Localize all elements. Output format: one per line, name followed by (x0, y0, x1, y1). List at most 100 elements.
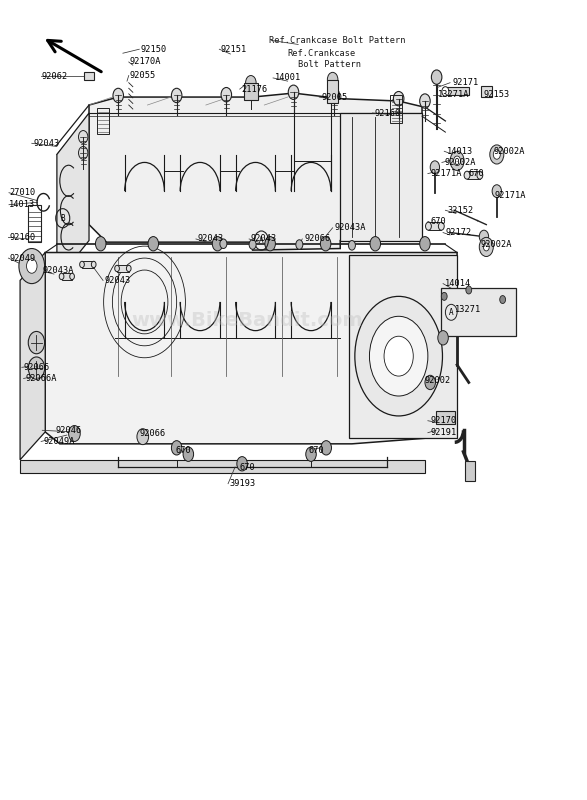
Circle shape (245, 75, 256, 90)
Circle shape (425, 375, 436, 390)
Circle shape (70, 274, 75, 280)
Bar (465, 462, 475, 482)
Circle shape (442, 86, 449, 96)
Circle shape (19, 249, 45, 284)
Polygon shape (441, 288, 515, 336)
Circle shape (296, 240, 303, 250)
Text: 92002A: 92002A (480, 240, 512, 249)
Text: 92066: 92066 (23, 363, 49, 372)
Text: 92043A: 92043A (42, 266, 74, 275)
Text: 39193: 39193 (230, 479, 255, 488)
Circle shape (212, 237, 223, 251)
Circle shape (80, 262, 85, 268)
Text: 670: 670 (469, 169, 484, 178)
Text: 92151: 92151 (221, 45, 247, 54)
Text: Ref.Crankcase Bolt Pattern: Ref.Crankcase Bolt Pattern (269, 36, 406, 45)
Circle shape (493, 150, 500, 159)
Text: 14014: 14014 (445, 279, 471, 288)
Text: A: A (449, 308, 454, 317)
Circle shape (126, 266, 131, 272)
Text: B: B (60, 214, 65, 222)
Text: 92066: 92066 (139, 429, 166, 438)
Bar (28, 206, 41, 242)
Text: 92043: 92043 (251, 234, 277, 243)
Circle shape (329, 88, 340, 102)
Text: 92005: 92005 (322, 93, 348, 102)
Circle shape (420, 94, 430, 108)
Text: 13271A: 13271A (438, 90, 470, 99)
Circle shape (450, 151, 464, 170)
Text: 92191: 92191 (430, 428, 457, 437)
Circle shape (220, 239, 227, 249)
Bar (436, 411, 455, 424)
Circle shape (79, 146, 88, 159)
Text: 92066A: 92066A (26, 374, 58, 383)
Circle shape (137, 429, 149, 445)
Text: 92172: 92172 (446, 228, 471, 237)
Polygon shape (20, 253, 45, 460)
Text: 92170: 92170 (430, 416, 457, 426)
Circle shape (28, 331, 45, 354)
Text: 92171: 92171 (453, 78, 478, 87)
Bar (85, 72, 94, 80)
Circle shape (328, 72, 338, 86)
Circle shape (438, 330, 448, 345)
Circle shape (321, 441, 332, 455)
Text: 13271: 13271 (456, 305, 481, 314)
Circle shape (92, 262, 96, 268)
Circle shape (466, 286, 472, 294)
Circle shape (441, 292, 447, 300)
Polygon shape (89, 93, 422, 250)
Circle shape (114, 266, 119, 272)
Text: 670: 670 (309, 446, 325, 454)
Circle shape (69, 426, 80, 442)
Circle shape (369, 316, 428, 396)
Text: A: A (259, 236, 264, 245)
Text: 14013: 14013 (447, 146, 473, 156)
Polygon shape (45, 253, 457, 444)
Circle shape (483, 243, 489, 251)
Circle shape (96, 237, 106, 251)
Polygon shape (20, 460, 425, 474)
Bar (62, 274, 72, 280)
Text: 92160: 92160 (374, 109, 400, 118)
Text: 92046: 92046 (55, 426, 82, 434)
Text: 670: 670 (176, 446, 191, 454)
Circle shape (370, 237, 380, 251)
Text: 14013: 14013 (9, 200, 35, 209)
Bar (328, 80, 338, 102)
Circle shape (479, 238, 493, 257)
Circle shape (171, 88, 182, 102)
Text: 92043: 92043 (33, 138, 60, 148)
Bar (390, 95, 402, 122)
Text: 92049A: 92049A (43, 437, 75, 446)
Text: 92002A: 92002A (493, 146, 525, 156)
Circle shape (237, 457, 247, 471)
Circle shape (490, 145, 504, 164)
Circle shape (183, 447, 194, 462)
Circle shape (430, 161, 440, 174)
Circle shape (59, 274, 64, 280)
Text: 670: 670 (239, 463, 255, 472)
Circle shape (420, 237, 430, 251)
Text: 92002: 92002 (424, 376, 451, 386)
Polygon shape (340, 113, 422, 241)
Text: 27010: 27010 (9, 188, 35, 198)
Circle shape (454, 156, 461, 166)
Circle shape (464, 171, 470, 179)
Text: 92066: 92066 (304, 234, 330, 243)
Circle shape (113, 88, 123, 102)
Text: 92043A: 92043A (335, 223, 366, 232)
Circle shape (265, 237, 275, 251)
Text: 670: 670 (430, 217, 446, 226)
Text: 14001: 14001 (275, 74, 301, 82)
Circle shape (431, 70, 442, 84)
Circle shape (349, 241, 355, 250)
Circle shape (321, 237, 331, 251)
Bar (467, 171, 480, 179)
Text: 92002A: 92002A (444, 158, 475, 167)
Polygon shape (443, 87, 469, 95)
Bar (97, 108, 109, 134)
Bar (117, 266, 129, 272)
Circle shape (171, 441, 182, 455)
